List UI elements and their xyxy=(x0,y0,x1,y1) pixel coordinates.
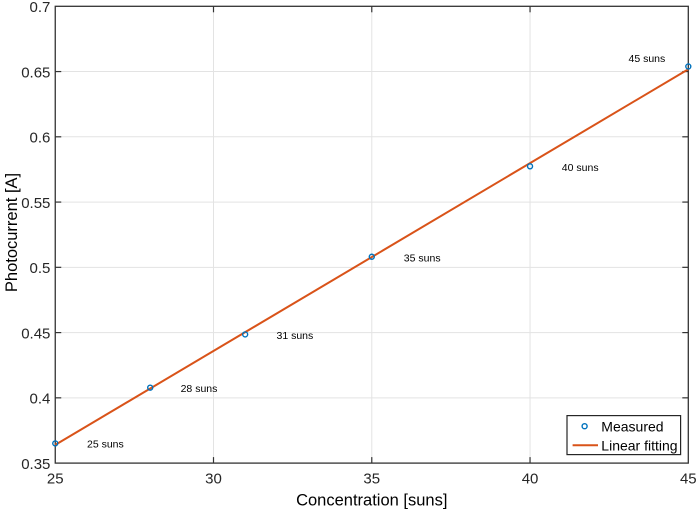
svg-text:0.5: 0.5 xyxy=(30,260,51,277)
svg-text:25 suns: 25 suns xyxy=(87,438,124,450)
svg-text:35: 35 xyxy=(363,471,380,488)
svg-text:Measured: Measured xyxy=(601,418,663,434)
svg-text:0.65: 0.65 xyxy=(21,64,50,81)
svg-text:45 suns: 45 suns xyxy=(629,53,666,65)
svg-text:35 suns: 35 suns xyxy=(404,253,441,265)
svg-text:25: 25 xyxy=(47,471,64,488)
svg-text:0.7: 0.7 xyxy=(30,0,51,16)
svg-text:30: 30 xyxy=(205,471,222,488)
svg-text:28 suns: 28 suns xyxy=(181,383,218,395)
svg-text:0.55: 0.55 xyxy=(21,195,50,212)
svg-text:40 suns: 40 suns xyxy=(562,162,599,174)
svg-text:Linear fitting: Linear fitting xyxy=(601,437,677,453)
svg-text:Photocurrent [A]: Photocurrent [A] xyxy=(3,173,21,292)
svg-text:0.35: 0.35 xyxy=(21,456,50,473)
svg-text:0.45: 0.45 xyxy=(21,325,50,342)
svg-text:31 suns: 31 suns xyxy=(277,330,314,342)
svg-text:40: 40 xyxy=(522,471,539,488)
svg-text:Concentration [suns]: Concentration [suns] xyxy=(296,491,447,509)
svg-text:45: 45 xyxy=(680,471,697,488)
svg-text:0.4: 0.4 xyxy=(30,391,51,408)
svg-text:0.6: 0.6 xyxy=(30,130,51,147)
